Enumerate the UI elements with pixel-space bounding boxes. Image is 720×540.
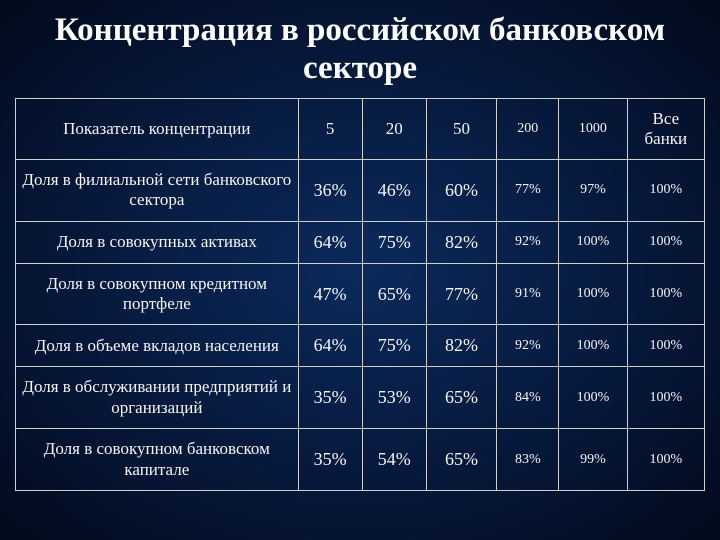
header-label: Показатель концентрации: [16, 98, 299, 159]
table-row: Доля в совокупном кредитном портфеле47%6…: [16, 263, 705, 325]
table-body: Доля в филиальной сети банковского секто…: [16, 159, 705, 490]
table-row: Доля в филиальной сети банковского секто…: [16, 159, 705, 221]
cell: 82%: [426, 325, 497, 367]
cell: 65%: [426, 367, 497, 429]
header-col-0: 5: [298, 98, 362, 159]
cell: 35%: [298, 429, 362, 491]
cell: 92%: [497, 221, 559, 263]
table-header-row: Показатель концентрации 5 20 50 200 1000…: [16, 98, 705, 159]
cell: 65%: [426, 429, 497, 491]
header-col-5: Все банки: [627, 98, 704, 159]
cell: 64%: [298, 325, 362, 367]
table-row: Доля в объеме вкладов населения64%75%82%…: [16, 325, 705, 367]
row-label: Доля в совокупном кредитном портфеле: [16, 263, 299, 325]
header-col-2: 50: [426, 98, 497, 159]
cell: 35%: [298, 367, 362, 429]
cell: 100%: [627, 325, 704, 367]
cell: 54%: [362, 429, 426, 491]
cell: 47%: [298, 263, 362, 325]
row-label: Доля в совокупном банковском капитале: [16, 429, 299, 491]
cell: 77%: [426, 263, 497, 325]
cell: 100%: [627, 367, 704, 429]
cell: 100%: [627, 221, 704, 263]
row-label: Доля в обслуживании предприятий и органи…: [16, 367, 299, 429]
cell: 100%: [559, 263, 627, 325]
cell: 36%: [298, 159, 362, 221]
table-row: Доля в обслуживании предприятий и органи…: [16, 367, 705, 429]
cell: 100%: [627, 159, 704, 221]
header-col-3: 200: [497, 98, 559, 159]
cell: 99%: [559, 429, 627, 491]
concentration-table: Показатель концентрации 5 20 50 200 1000…: [15, 98, 705, 491]
cell: 53%: [362, 367, 426, 429]
cell: 60%: [426, 159, 497, 221]
cell: 65%: [362, 263, 426, 325]
cell: 84%: [497, 367, 559, 429]
cell: 75%: [362, 325, 426, 367]
cell: 100%: [559, 221, 627, 263]
cell: 91%: [497, 263, 559, 325]
table-row: Доля в совокупных активах64%75%82%92%100…: [16, 221, 705, 263]
cell: 97%: [559, 159, 627, 221]
slide-title: Концентрация в российском банковском сек…: [0, 0, 720, 98]
table-row: Доля в совокупном банковском капитале35%…: [16, 429, 705, 491]
cell: 100%: [627, 263, 704, 325]
cell: 92%: [497, 325, 559, 367]
row-label: Доля в филиальной сети банковского секто…: [16, 159, 299, 221]
cell: 82%: [426, 221, 497, 263]
cell: 46%: [362, 159, 426, 221]
cell: 100%: [627, 429, 704, 491]
header-col-4: 1000: [559, 98, 627, 159]
cell: 83%: [497, 429, 559, 491]
cell: 75%: [362, 221, 426, 263]
cell: 64%: [298, 221, 362, 263]
row-label: Доля в объеме вкладов населения: [16, 325, 299, 367]
cell: 100%: [559, 367, 627, 429]
row-label: Доля в совокупных активах: [16, 221, 299, 263]
header-col-1: 20: [362, 98, 426, 159]
cell: 100%: [559, 325, 627, 367]
cell: 77%: [497, 159, 559, 221]
